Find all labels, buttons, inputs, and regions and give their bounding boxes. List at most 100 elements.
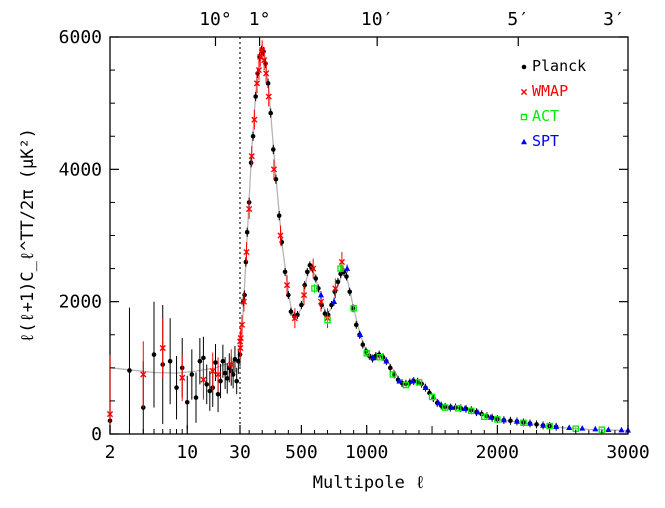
wmap-point xyxy=(283,275,291,296)
spt-point xyxy=(474,408,481,415)
x-axis-title: Multipole ℓ xyxy=(313,473,426,493)
spt-marker xyxy=(540,422,547,428)
wmap-point xyxy=(265,86,272,107)
spt-marker xyxy=(435,399,442,406)
planck-marker xyxy=(151,352,157,357)
planck-marker xyxy=(276,213,282,218)
wmap-marker xyxy=(209,368,216,375)
planck-point xyxy=(230,360,236,389)
planck-marker xyxy=(387,365,393,371)
wmap-marker xyxy=(179,374,186,381)
wmap-point xyxy=(238,314,246,335)
spt-marker xyxy=(370,354,377,361)
act-point xyxy=(363,349,370,357)
top-axis-label: 3′ xyxy=(603,9,625,30)
planck-marker xyxy=(335,279,341,285)
wmap-point xyxy=(159,318,166,378)
act-marker xyxy=(441,404,449,411)
act-point xyxy=(481,413,488,421)
act-marker xyxy=(311,285,318,292)
planck-marker xyxy=(265,81,271,86)
spt-marker xyxy=(396,377,403,384)
wmap-point xyxy=(255,60,263,81)
spt-marker xyxy=(605,426,612,432)
act-point xyxy=(350,304,357,313)
planck-marker xyxy=(344,274,349,279)
planck-marker xyxy=(253,94,258,99)
spt-marker xyxy=(566,424,573,431)
planck-marker xyxy=(220,358,226,364)
legend-label-act: ACT xyxy=(532,107,559,125)
spt-point xyxy=(618,426,625,433)
planck-marker xyxy=(273,176,279,182)
wmap-marker xyxy=(255,66,263,74)
act-marker xyxy=(324,316,331,324)
wmap-point xyxy=(270,159,278,180)
planck-point xyxy=(197,338,203,385)
wmap-point xyxy=(209,352,216,390)
wmap-point xyxy=(253,73,261,94)
wmap-marker xyxy=(253,80,261,87)
spt-point xyxy=(344,264,351,273)
wmap-marker xyxy=(238,321,246,328)
planck-marker xyxy=(232,356,238,362)
wmap-marker xyxy=(214,371,222,378)
planck-marker xyxy=(244,229,250,235)
planck-marker xyxy=(193,395,199,400)
legend-item-act: ACT xyxy=(520,107,559,125)
spt-point xyxy=(435,399,442,406)
x-tick-label: 1000 xyxy=(345,442,388,463)
legend-item-spt: SPT xyxy=(521,132,559,150)
planck-marker xyxy=(313,276,319,281)
spt-marker xyxy=(527,420,534,426)
spt-marker xyxy=(317,291,324,298)
planck-point xyxy=(232,345,238,373)
planck-point xyxy=(335,277,341,286)
planck-point xyxy=(360,340,366,349)
act-marker xyxy=(376,353,384,361)
planck-marker xyxy=(234,378,239,384)
planck-point xyxy=(534,420,539,429)
wmap-marker xyxy=(246,205,253,213)
planck-point xyxy=(213,344,218,382)
spt-point xyxy=(331,297,338,306)
planck-point xyxy=(218,363,223,399)
y-tick-label: 6000 xyxy=(59,27,102,48)
planck-point xyxy=(234,367,239,395)
spt-marker xyxy=(513,418,520,424)
wmap-point xyxy=(332,278,339,299)
act-marker xyxy=(546,422,553,430)
spt-marker xyxy=(344,265,351,271)
planck-marker xyxy=(222,370,228,376)
planck-point xyxy=(226,353,232,383)
planck-point xyxy=(271,144,276,155)
x-tick-label: 500 xyxy=(285,442,318,463)
planck-marker xyxy=(201,355,206,361)
act-point xyxy=(376,353,384,361)
planck-point xyxy=(248,158,254,168)
act-marker xyxy=(350,305,357,312)
planck-point xyxy=(253,91,258,102)
planck-marker xyxy=(250,133,256,139)
spt-marker xyxy=(422,384,429,390)
planck-point xyxy=(288,307,294,316)
planck-marker xyxy=(304,269,310,275)
act-marker xyxy=(481,413,488,421)
y-tick-label: 4000 xyxy=(59,159,102,180)
wmap-marker xyxy=(291,315,298,322)
planck-marker xyxy=(347,289,353,295)
planck-point xyxy=(204,364,210,405)
spt-marker xyxy=(331,298,338,304)
wmap-marker xyxy=(283,282,291,289)
planck-marker xyxy=(288,309,294,314)
planck-point xyxy=(347,287,353,296)
wmap-point xyxy=(200,359,207,400)
planck-marker xyxy=(226,365,232,371)
planck-marker xyxy=(380,354,386,360)
wmap-marker xyxy=(240,298,248,305)
spt-point xyxy=(422,384,429,390)
wmap-marker xyxy=(265,93,272,100)
legend: Planck WMAP ACT SPT xyxy=(520,57,586,150)
planck-marker xyxy=(248,160,254,166)
